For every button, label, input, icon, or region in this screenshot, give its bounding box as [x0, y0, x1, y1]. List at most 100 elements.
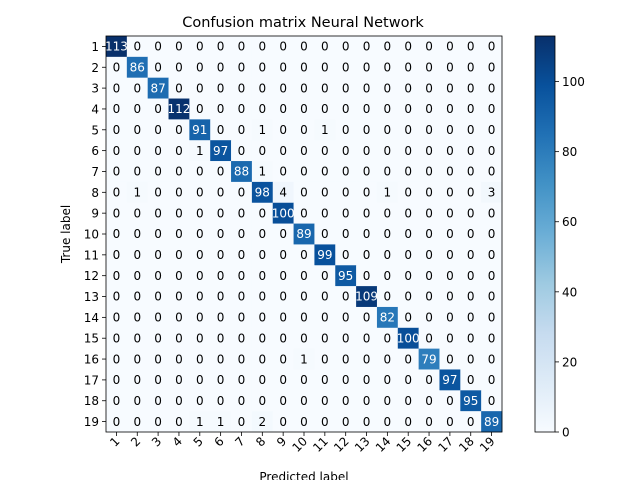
heatmap-cell — [314, 348, 336, 370]
heatmap-cell — [460, 202, 482, 224]
heatmap-cell — [356, 327, 378, 349]
heatmap-cell — [231, 181, 253, 204]
heatmap-cell — [356, 181, 378, 204]
cell-value-label: 0 — [154, 165, 162, 179]
cell-value-label: 0 — [154, 290, 162, 304]
cell-value-label: 0 — [446, 40, 454, 54]
cell-value-label: 0 — [279, 227, 287, 241]
cell-value-label: 95 — [463, 394, 478, 408]
cell-value-label: 0 — [384, 60, 392, 74]
cell-value-label: 0 — [321, 415, 329, 429]
cell-value-label: 0 — [238, 40, 246, 54]
cell-value-label: 1 — [384, 186, 392, 200]
heatmap-cell — [314, 265, 336, 287]
cell-value-label: 0 — [196, 352, 204, 366]
x-tick-label: 4 — [170, 434, 185, 449]
cell-value-label: 0 — [113, 269, 121, 283]
cell-value-label: 0 — [217, 311, 225, 325]
cell-value-label: 0 — [196, 269, 204, 283]
cell-value-label: 0 — [154, 415, 162, 429]
heatmap-cell — [376, 390, 399, 412]
heatmap-cell — [418, 119, 440, 141]
cell-value-label: 0 — [258, 352, 266, 366]
cell-value-label: 0 — [425, 290, 433, 304]
cell-value-label: 0 — [425, 206, 433, 220]
x-tick-label: 14 — [373, 434, 394, 455]
heatmap-cell — [460, 181, 482, 204]
cell-value-label: 0 — [238, 373, 246, 387]
cell-value-label: 0 — [342, 415, 350, 429]
cell-value-label: 0 — [279, 40, 287, 54]
cell-value-label: 0 — [217, 40, 225, 54]
cell-value-label: 0 — [300, 373, 308, 387]
y-tick-label: 17 — [84, 373, 99, 387]
heatmap-cell — [356, 140, 378, 162]
cell-value-label: 0 — [384, 269, 392, 283]
heatmap-cell — [439, 77, 461, 99]
heatmap-cell — [293, 77, 315, 99]
cell-value-label: 1 — [321, 123, 329, 137]
heatmap-cell — [293, 119, 315, 141]
heatmap-cell — [293, 390, 315, 412]
heatmap-cell — [106, 369, 128, 391]
cell-value-label: 0 — [404, 227, 412, 241]
cell-value-label: 0 — [133, 40, 141, 54]
cell-value-label: 0 — [175, 227, 183, 241]
heatmap-cell — [460, 327, 482, 349]
heatmap-cell — [460, 161, 482, 183]
heatmap-cell — [293, 56, 315, 78]
cell-value-label: 0 — [342, 373, 350, 387]
cell-value-label: 0 — [279, 311, 287, 325]
heatmap-cell — [293, 140, 315, 162]
cell-value-label: 0 — [300, 248, 308, 262]
heatmap-cell — [272, 140, 294, 162]
cell-value-label: 4 — [279, 186, 287, 200]
heatmap-cell — [293, 202, 315, 224]
cell-value-label: 0 — [342, 60, 350, 74]
heatmap-cell — [356, 244, 378, 266]
heatmap-cell-labels: 113 0 0 0 0 0 0 0 0 0 0 0 0 0 0 0 0 0 00 86 0 0 0 0 0 0 0 0 0 0 0 0 0 0 0 0… — [105, 40, 499, 429]
cell-value-label: 0 — [446, 269, 454, 283]
cell-value-label: 0 — [404, 206, 412, 220]
heatmap-cell — [314, 306, 336, 329]
heatmap-cell — [231, 161, 253, 183]
cell-value-label: 0 — [133, 144, 141, 158]
cell-value-label: 0 — [384, 40, 392, 54]
heatmap-cell — [126, 140, 148, 162]
cell-value-label: 0 — [404, 248, 412, 262]
heatmap-cell — [231, 244, 253, 266]
heatmap-cell — [397, 98, 419, 120]
cell-value-label: 0 — [154, 331, 162, 345]
heatmap-cell — [272, 306, 294, 329]
heatmap-cell — [314, 244, 336, 266]
heatmap-cell — [106, 77, 128, 99]
cell-value-label: 0 — [238, 415, 246, 429]
cell-value-label: 99 — [317, 248, 332, 262]
cell-value-label: 0 — [467, 352, 475, 366]
heatmap-cell — [314, 36, 336, 58]
heatmap-cell — [168, 411, 190, 433]
cell-value-label: 2 — [258, 415, 266, 429]
heatmap-cell — [418, 140, 440, 162]
heatmap-cell — [335, 223, 357, 245]
heatmap-cell — [335, 161, 357, 183]
colorbar-tick-label: 40 — [562, 285, 577, 299]
heatmap-cell — [356, 119, 378, 141]
heatmap-cell — [335, 265, 357, 287]
cell-value-label: 0 — [175, 352, 183, 366]
heatmap-cell — [251, 348, 274, 370]
y-tick-label: 14 — [84, 311, 99, 325]
cell-value-label: 0 — [384, 331, 392, 345]
cell-value-label: 0 — [488, 144, 496, 158]
heatmap-cell — [293, 348, 315, 370]
heatmap-cell — [335, 77, 357, 99]
heatmap-cell — [376, 369, 399, 391]
cell-value-label: 0 — [467, 311, 475, 325]
heatmap-cell — [460, 390, 482, 412]
cell-value-label: 0 — [425, 269, 433, 283]
cell-value-label: 0 — [238, 186, 246, 200]
heatmap-cell — [106, 98, 128, 120]
heatmap-cell — [460, 306, 482, 329]
heatmap-cell — [231, 327, 253, 349]
cell-value-label: 0 — [175, 123, 183, 137]
